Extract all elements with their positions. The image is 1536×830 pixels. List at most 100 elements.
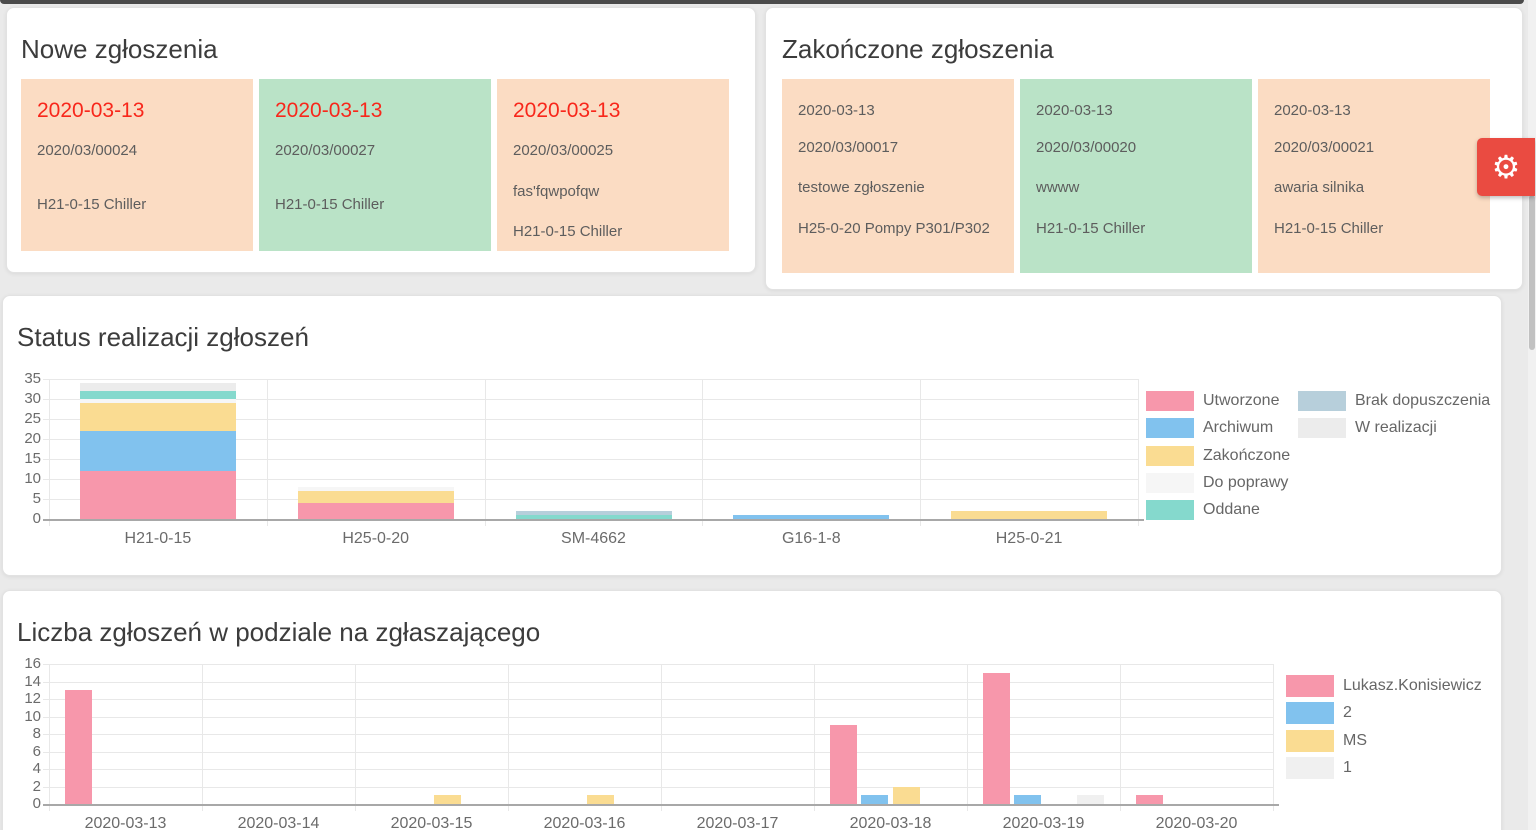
card-machine: H21-0-15 Chiller (513, 223, 623, 241)
gridline-vertical (814, 664, 815, 811)
gridline-horizontal (43, 751, 1273, 753)
panel-reporters-chart: Liczba zgłoszeń w podziale na zgłaszając… (2, 590, 1502, 830)
bar-segment[interactable] (297, 487, 454, 491)
legend-item[interactable]: Do poprawy (1146, 472, 1289, 493)
gridline-horizontal (43, 681, 1273, 683)
gridline-vertical (508, 664, 509, 811)
bar[interactable] (830, 725, 858, 804)
gridline-horizontal (43, 419, 1138, 420)
card-number: 2020/03/00017 (798, 138, 899, 156)
bar-segment[interactable] (79, 431, 236, 471)
bar[interactable] (983, 672, 1011, 804)
page-scrollbar-thumb[interactable] (1529, 195, 1535, 350)
legend-item[interactable]: 1 (1286, 757, 1352, 780)
x-tick-label: SM-4662 (561, 530, 626, 547)
card-title: fas'fqwpofqw (513, 182, 600, 200)
panel-new-reports: Nowe zgłoszenia 2020-03-13 2020/03/00024 H… (6, 7, 756, 273)
legend-label: Utworzone (1203, 392, 1280, 409)
y-tick-label: 14 (24, 672, 41, 690)
gridline-vertical (355, 664, 356, 811)
legend-item[interactable]: Zakończone (1146, 445, 1290, 466)
panel-status-chart: Status realizacji zgłoszeń 0 5 10 15 20 25 30 3… (2, 295, 1502, 576)
legend-item[interactable]: Brak dopuszczenia (1298, 391, 1490, 411)
bar-segment[interactable] (297, 491, 454, 503)
card-date: 2020-03-13 (798, 102, 875, 119)
card-machine: H21-0-15 Chiller (1274, 219, 1384, 237)
legend-item[interactable]: 2 (1286, 702, 1352, 725)
bar-segment[interactable] (951, 511, 1108, 519)
gridline-horizontal (43, 786, 1273, 788)
card-number: 2020/03/00020 (1036, 138, 1137, 156)
panel-completed-reports: Zakończone zgłoszenia 2020-03-13 2020/03/… (765, 7, 1523, 290)
bar[interactable] (65, 690, 93, 804)
legend-item[interactable]: W realizacji (1298, 418, 1437, 439)
x-tick-label: 2020-03-15 (390, 815, 473, 830)
bar-segment[interactable] (79, 399, 236, 403)
bar[interactable] (1136, 795, 1164, 804)
legend-swatch (1286, 757, 1334, 780)
axis-baseline (43, 519, 1144, 521)
bar-segment[interactable] (515, 515, 672, 519)
legend-swatch (1286, 729, 1334, 752)
bar-segment[interactable] (79, 383, 236, 391)
gridline-horizontal (43, 379, 1138, 380)
x-tick-label: H21-0-15 (124, 530, 192, 547)
settings-button[interactable]: ⚙ (1477, 138, 1535, 196)
panel-title-completed-reports: Zakończone zgłoszenia (782, 34, 1054, 64)
gridline-vertical (702, 379, 704, 526)
legend-swatch (1298, 391, 1346, 411)
y-tick-label: 4 (32, 760, 41, 777)
card-number: 2020/03/00025 (513, 142, 614, 160)
window-top-edge (0, 0, 1524, 4)
report-card[interactable]: 2020-03-13 2020/03/00017 testowe zgłoszeni… (782, 79, 1014, 273)
report-card[interactable]: 2020-03-13 2020/03/00025 fas'fqwpofqw H21-0… (497, 79, 729, 251)
gridline-horizontal (43, 716, 1273, 718)
x-tick-label: 2020-03-16 (543, 815, 626, 830)
gridline-horizontal (43, 399, 1138, 400)
card-title: testowe zgłoszenie (798, 179, 925, 196)
bar-segment[interactable] (79, 403, 236, 431)
y-tick-label: 35 (24, 370, 41, 387)
bar-segment[interactable] (297, 503, 454, 519)
gridline-vertical (49, 664, 50, 811)
bar-segment[interactable] (515, 511, 672, 515)
legend-label: Do poprawy (1203, 473, 1289, 491)
y-tick-label: 2 (32, 777, 41, 795)
legend-item[interactable]: MS (1286, 729, 1367, 752)
panel-title-status-chart: Status realizacji zgłoszeń (17, 322, 309, 352)
bar-segment[interactable] (79, 471, 236, 519)
report-card[interactable]: 2020-03-13 2020/03/00020 wwww H21-0-15 Chil… (1020, 79, 1252, 273)
gridline-vertical (1120, 664, 1121, 811)
page-scrollbar-track[interactable] (1528, 0, 1536, 830)
gridline-horizontal (43, 499, 1138, 500)
bar[interactable] (861, 795, 889, 804)
card-number: 2020/03/00027 (275, 142, 376, 160)
report-card[interactable]: 2020-03-13 2020/03/00021 awaria silnika H21… (1258, 79, 1490, 273)
bar-segment[interactable] (79, 391, 236, 399)
x-tick-label: 2020-03-18 (849, 815, 932, 830)
legend-swatch (1146, 500, 1194, 521)
legend-item[interactable]: Utworzone (1146, 391, 1279, 411)
report-card[interactable]: 2020-03-13 2020/03/00027 H21-0-15 Chiller (259, 79, 491, 251)
legend-item[interactable]: Oddane (1146, 500, 1260, 521)
legend-swatch (1286, 702, 1334, 725)
card-date: 2020-03-13 (37, 99, 145, 122)
bar[interactable] (586, 795, 614, 804)
legend-item[interactable]: Lukasz.Konisiewicz (1286, 675, 1482, 697)
bar-segment[interactable] (733, 515, 890, 519)
gridline-horizontal (43, 664, 1273, 665)
report-card[interactable]: 2020-03-13 2020/03/00024 H21-0-15 Chiller (21, 79, 253, 251)
bar[interactable] (433, 795, 461, 804)
bar[interactable] (892, 786, 920, 804)
legend-label: Brak dopuszczenia (1355, 392, 1491, 409)
card-machine: H21-0-15 Chiller (1036, 219, 1146, 237)
bar[interactable] (1014, 795, 1042, 804)
legend-label: MS (1343, 731, 1367, 749)
gridline-vertical (202, 664, 203, 811)
gear-icon: ⚙ (1491, 149, 1521, 185)
new-reports-card-list: 2020-03-13 2020/03/00024 H21-0-15 Chiller 2… (21, 79, 729, 251)
legend-item[interactable]: Archiwum (1146, 418, 1273, 439)
y-tick-label: 10 (24, 470, 41, 487)
bar[interactable] (1076, 795, 1104, 804)
status-stacked-bar-chart: 0 5 10 15 20 25 30 35 H21-0-15 H25-0-20 SM-4662 G16… (3, 296, 1501, 575)
